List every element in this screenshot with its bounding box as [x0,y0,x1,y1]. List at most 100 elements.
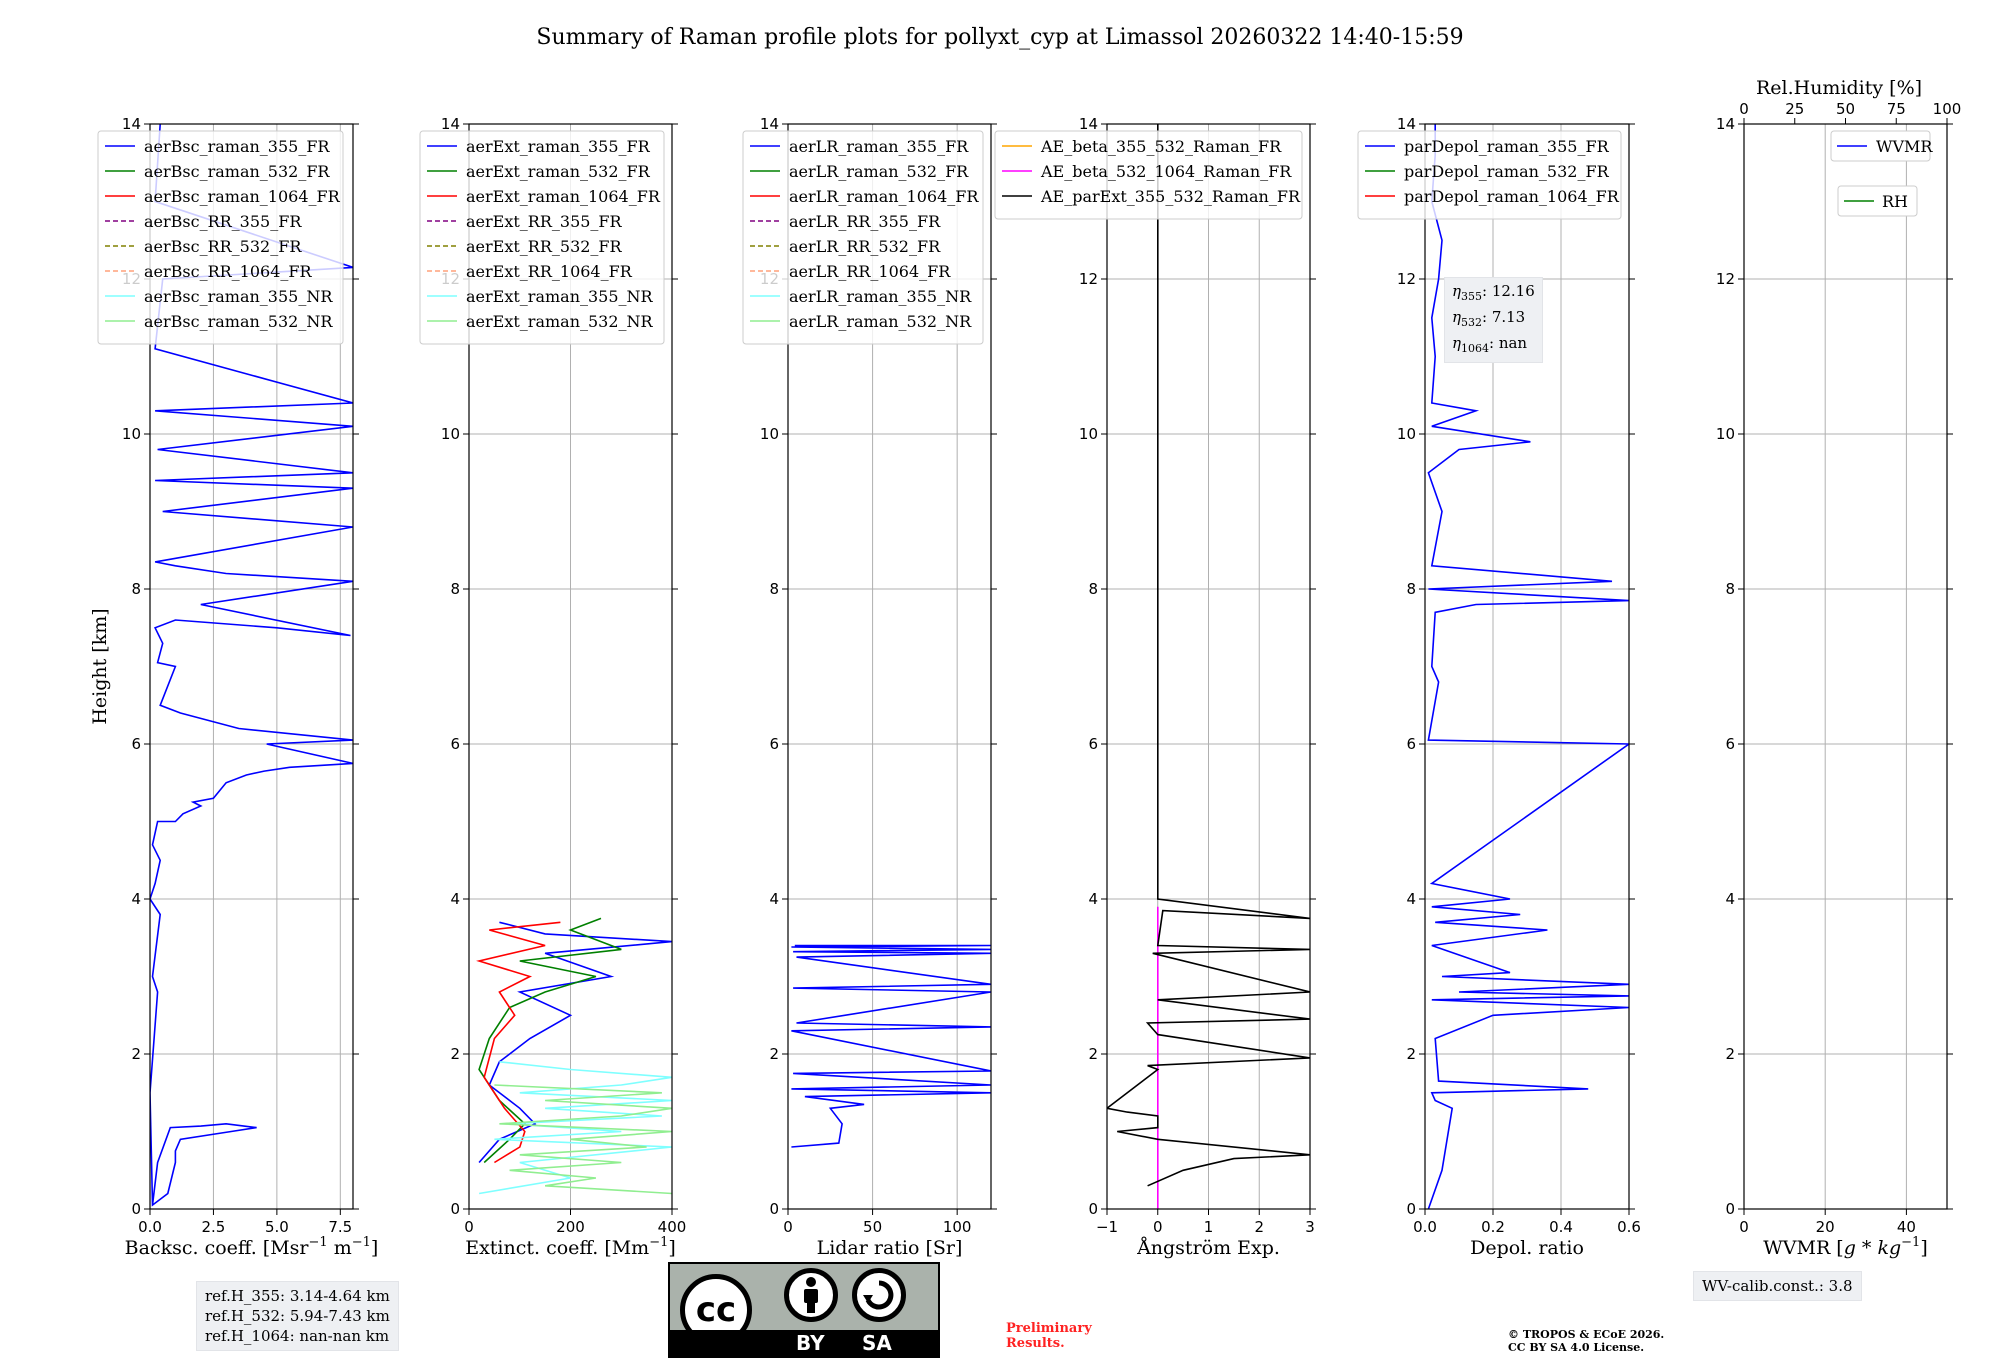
legend-label: parDepol_raman_355_FR [1404,137,1610,156]
y-tick-label: 10 [760,425,779,443]
legend-box-rh [1837,185,1918,217]
y-tick-label: 0 [1725,1200,1735,1218]
ref-height-355: ref.H_355: 3.14-4.64 km [205,1287,390,1305]
license-bar: BY SA [670,1330,938,1356]
legend-box [97,130,344,345]
by-person-icon [784,1268,838,1322]
y-tick-label: 4 [1725,890,1735,908]
legend-box [419,130,665,345]
x-tick-label: 0.2 [1481,1218,1505,1236]
legend-label: aerLR_RR_355_FR [789,212,941,231]
x-tick-label: 400 [658,1218,687,1236]
y-tick-label: 4 [450,890,460,908]
legend-label: AE_parExt_355_532_Raman_FR [1040,187,1301,206]
y-tick-label: 4 [769,890,779,908]
x-axis-label: Depol. ratio [1470,1237,1584,1259]
x-tick-label: 2.5 [202,1218,226,1236]
legend-label: parDepol_raman_532_FR [1404,162,1610,181]
license-by-label: BY [796,1331,825,1355]
y-tick-label: 6 [1406,735,1416,753]
y-tick-label: 8 [450,580,460,598]
x-tick-label: 50 [863,1218,882,1236]
x-tick-label: 5.0 [265,1218,289,1236]
legend-label: aerLR_raman_1064_FR [789,187,979,206]
y-tick-label: 14 [1716,115,1735,133]
ref-height-1064: ref.H_1064: nan-nan km [205,1327,390,1345]
y-tick-label: 2 [1406,1045,1416,1063]
y-tick-label: 10 [1397,425,1416,443]
y-tick-label: 0 [769,1200,779,1218]
legend: aerLR_raman_355_FR aerLR_raman_532_FR aerL… [742,130,984,345]
x-tick-label: 20 [1816,1218,1835,1236]
legend-label: aerLR_RR_532_FR [789,237,941,256]
y-tick-label: 0 [1406,1200,1416,1218]
x-tick-label: 40 [1897,1218,1916,1236]
legend-label: aerBsc_raman_355_FR [144,137,330,156]
legend-label: aerBsc_RR_532_FR [144,237,302,256]
y-tick-label: 2 [1088,1045,1098,1063]
y-tick-label: 6 [450,735,460,753]
x-axis-label: Extinct. coeff. [Mm−1] [465,1235,676,1259]
series-line-aerLR_raman_355_FR [791,944,991,1148]
y-tick-label: 6 [769,735,779,753]
reference-height-box: ref.H_355: 3.14-4.64 km ref.H_532: 5.94-… [196,1281,399,1351]
y-tick-label: 2 [131,1045,141,1063]
wv-calibration-box: WV-calib.const.: 3.8 [1693,1271,1862,1301]
copyright-note: © TROPOS & ECoE 2026. CC BY SA 4.0 Licen… [1508,1328,1665,1354]
legend-label: aerExt_RR_1064_FR [466,262,633,281]
y-tick-label: 4 [1088,890,1098,908]
legend-label: aerExt_raman_355_FR [466,137,651,156]
legend: aerBsc_raman_355_FR aerBsc_raman_532_FRae… [97,130,344,345]
x-axis-label: WVMR [g * kg−1] [1763,1235,1927,1259]
y-tick-label: 10 [1716,425,1735,443]
y-tick-label: 0 [1088,1200,1098,1218]
x-tick-label: 7.5 [328,1218,352,1236]
wv-top-axis: Rel.Humidity [%] [1756,77,1922,99]
y-tick-label: 14 [122,115,141,133]
x-tick-label: −1 [1096,1218,1118,1236]
y-tick-label: 6 [1725,735,1735,753]
top-x-tick-label: 100 [1933,100,1962,118]
x-tick-label: 200 [556,1218,585,1236]
x-tick-label: 3 [1305,1218,1315,1236]
x-tick-label: 0 [783,1218,793,1236]
eta-532: η532: 7.13 [1452,308,1526,329]
y-tick-label: 2 [769,1045,779,1063]
share-alike-icon [852,1268,906,1322]
legend-label: AE_beta_532_1064_Raman_FR [1040,162,1292,181]
y-tick-label: 8 [1088,580,1098,598]
depol-eta-box: η355: 12.16 η532: 7.13 η1064: nan [1444,277,1543,363]
cc-license-badge[interactable]: cc BY SA [668,1262,940,1358]
legend-label: aerBsc_raman_532_FR [144,162,330,181]
legend-label: aerLR_raman_355_FR [789,137,969,156]
legend-label: aerLR_raman_532_NR [789,312,972,331]
y-tick-label: 0 [131,1200,141,1218]
y-axis-label: Height [km] [89,608,111,724]
y-tick-label: 2 [1725,1045,1735,1063]
top-x-tick-label: 25 [1785,100,1804,118]
legend-label: RH [1882,192,1908,211]
y-tick-label: 12 [1079,270,1098,288]
y-tick-label: 8 [769,580,779,598]
panel-depolarization: 0.0 0.2 0.4 0.6 0 2 4 6 8 10 12 14 Depol. ratio parDe… [1357,115,1641,1259]
legend-box [742,130,984,345]
legend-label: aerBsc_RR_355_FR [144,212,302,231]
y-tick-label: 10 [441,425,460,443]
legend-label: aerLR_RR_1064_FR [789,262,951,281]
x-tick-label: 1 [1204,1218,1214,1236]
y-tick-label: 8 [1406,580,1416,598]
top-x-tick-label: 0 [1739,100,1749,118]
y-tick-label: 10 [122,425,141,443]
y-tick-label: 0 [450,1200,460,1218]
x-tick-label: 0.0 [138,1218,162,1236]
preliminary-results-note: Preliminary Results. [1006,1321,1092,1351]
x-tick-label: 0 [1739,1218,1749,1236]
legend-box [994,130,1303,220]
y-tick-label: 10 [1079,425,1098,443]
legend: WVMR RH [1830,130,1933,217]
eta-355: η355: 12.16 [1452,282,1535,303]
series-line-aerBsc_raman_355_FR [150,124,353,1207]
series-line-aerExt_raman_532_NR [494,1084,672,1195]
